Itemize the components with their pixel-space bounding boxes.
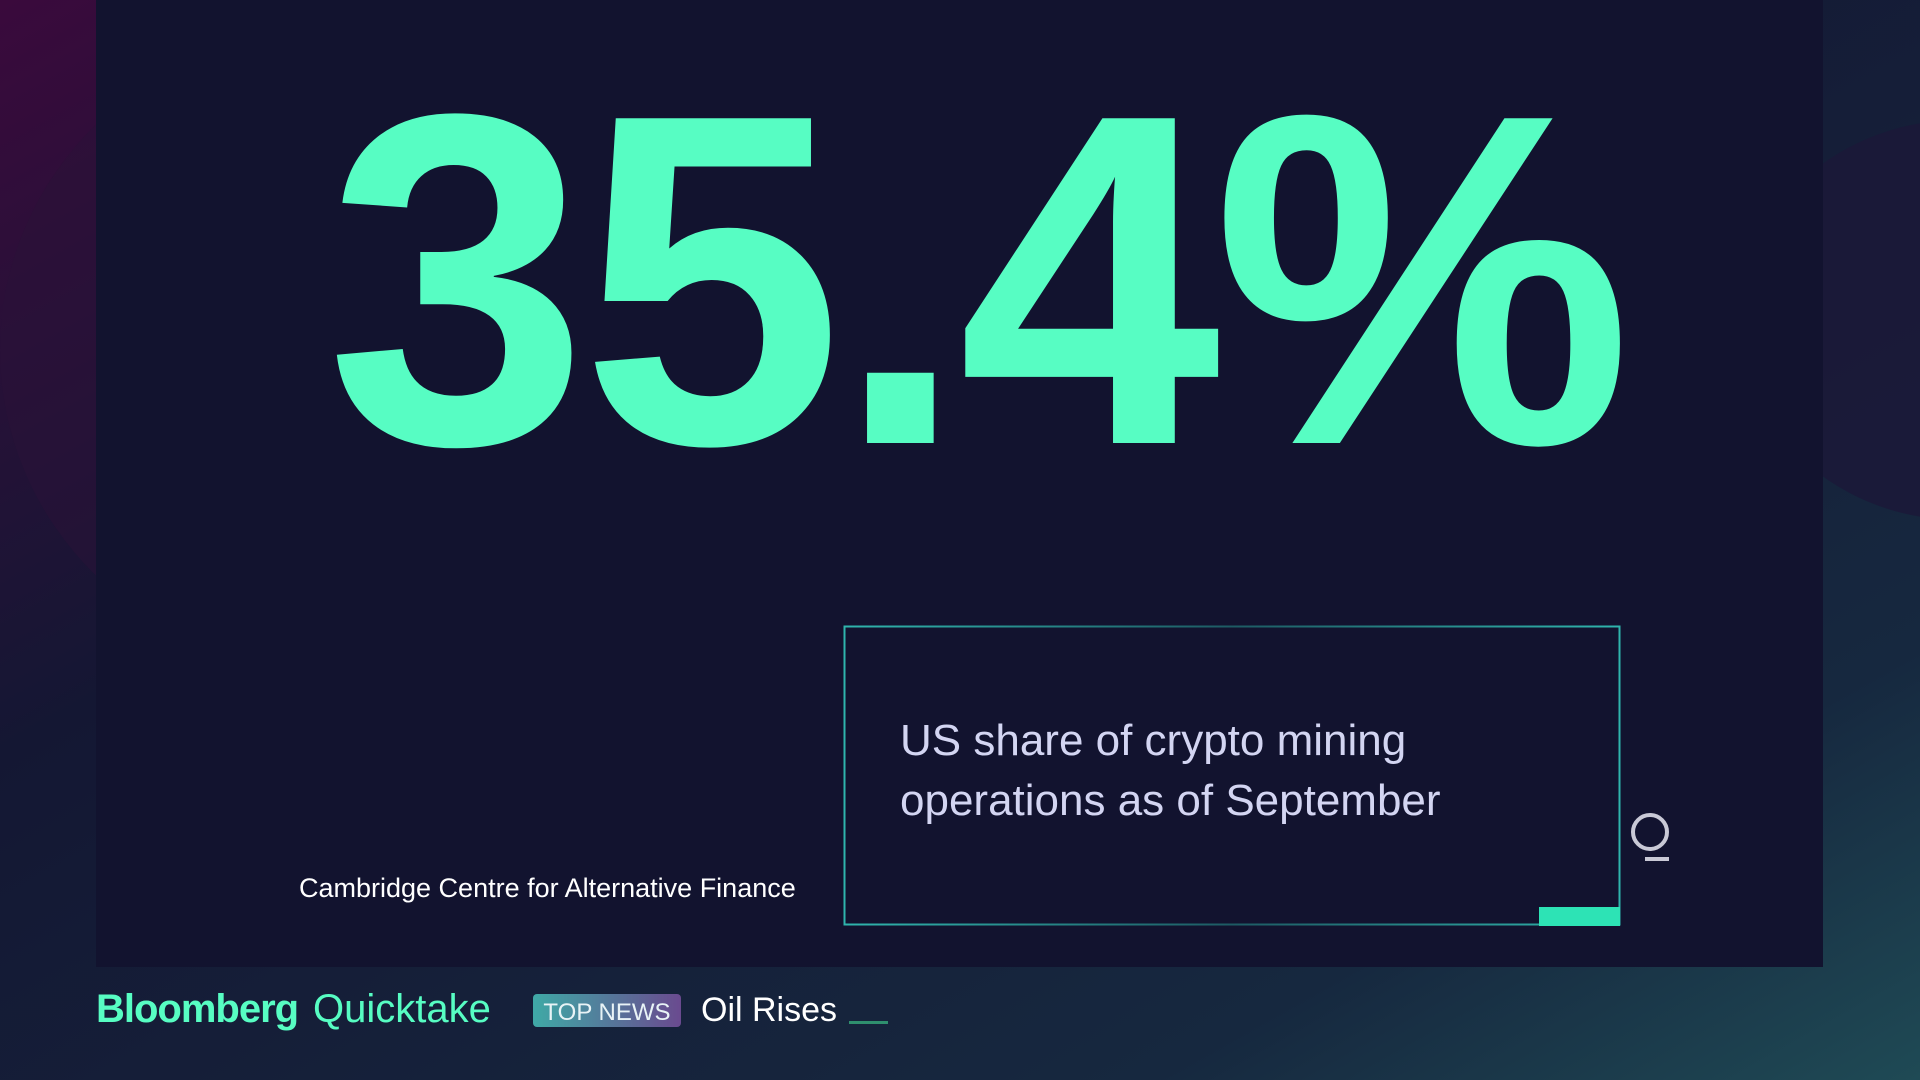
caption-line: operations as of September	[900, 776, 1441, 825]
brand-product: Quicktake	[313, 987, 491, 1031]
news-badge	[533, 994, 681, 1027]
caption-line: US share of crypto mining	[900, 716, 1406, 765]
news-label: TOP NEWS	[543, 999, 670, 1026]
big-stat: 35.4%	[326, 17, 1626, 544]
accent-bar	[1539, 907, 1620, 926]
brand: Bloomberg	[96, 987, 298, 1031]
source: Cambridge Centre for Alternative Finance	[299, 873, 796, 903]
q-logo	[1631, 813, 1669, 861]
ticker-cursor	[849, 1021, 888, 1024]
headline: Oil Rises	[701, 991, 837, 1029]
main-panel	[96, 0, 1823, 967]
caption-box	[843, 625, 1621, 926]
